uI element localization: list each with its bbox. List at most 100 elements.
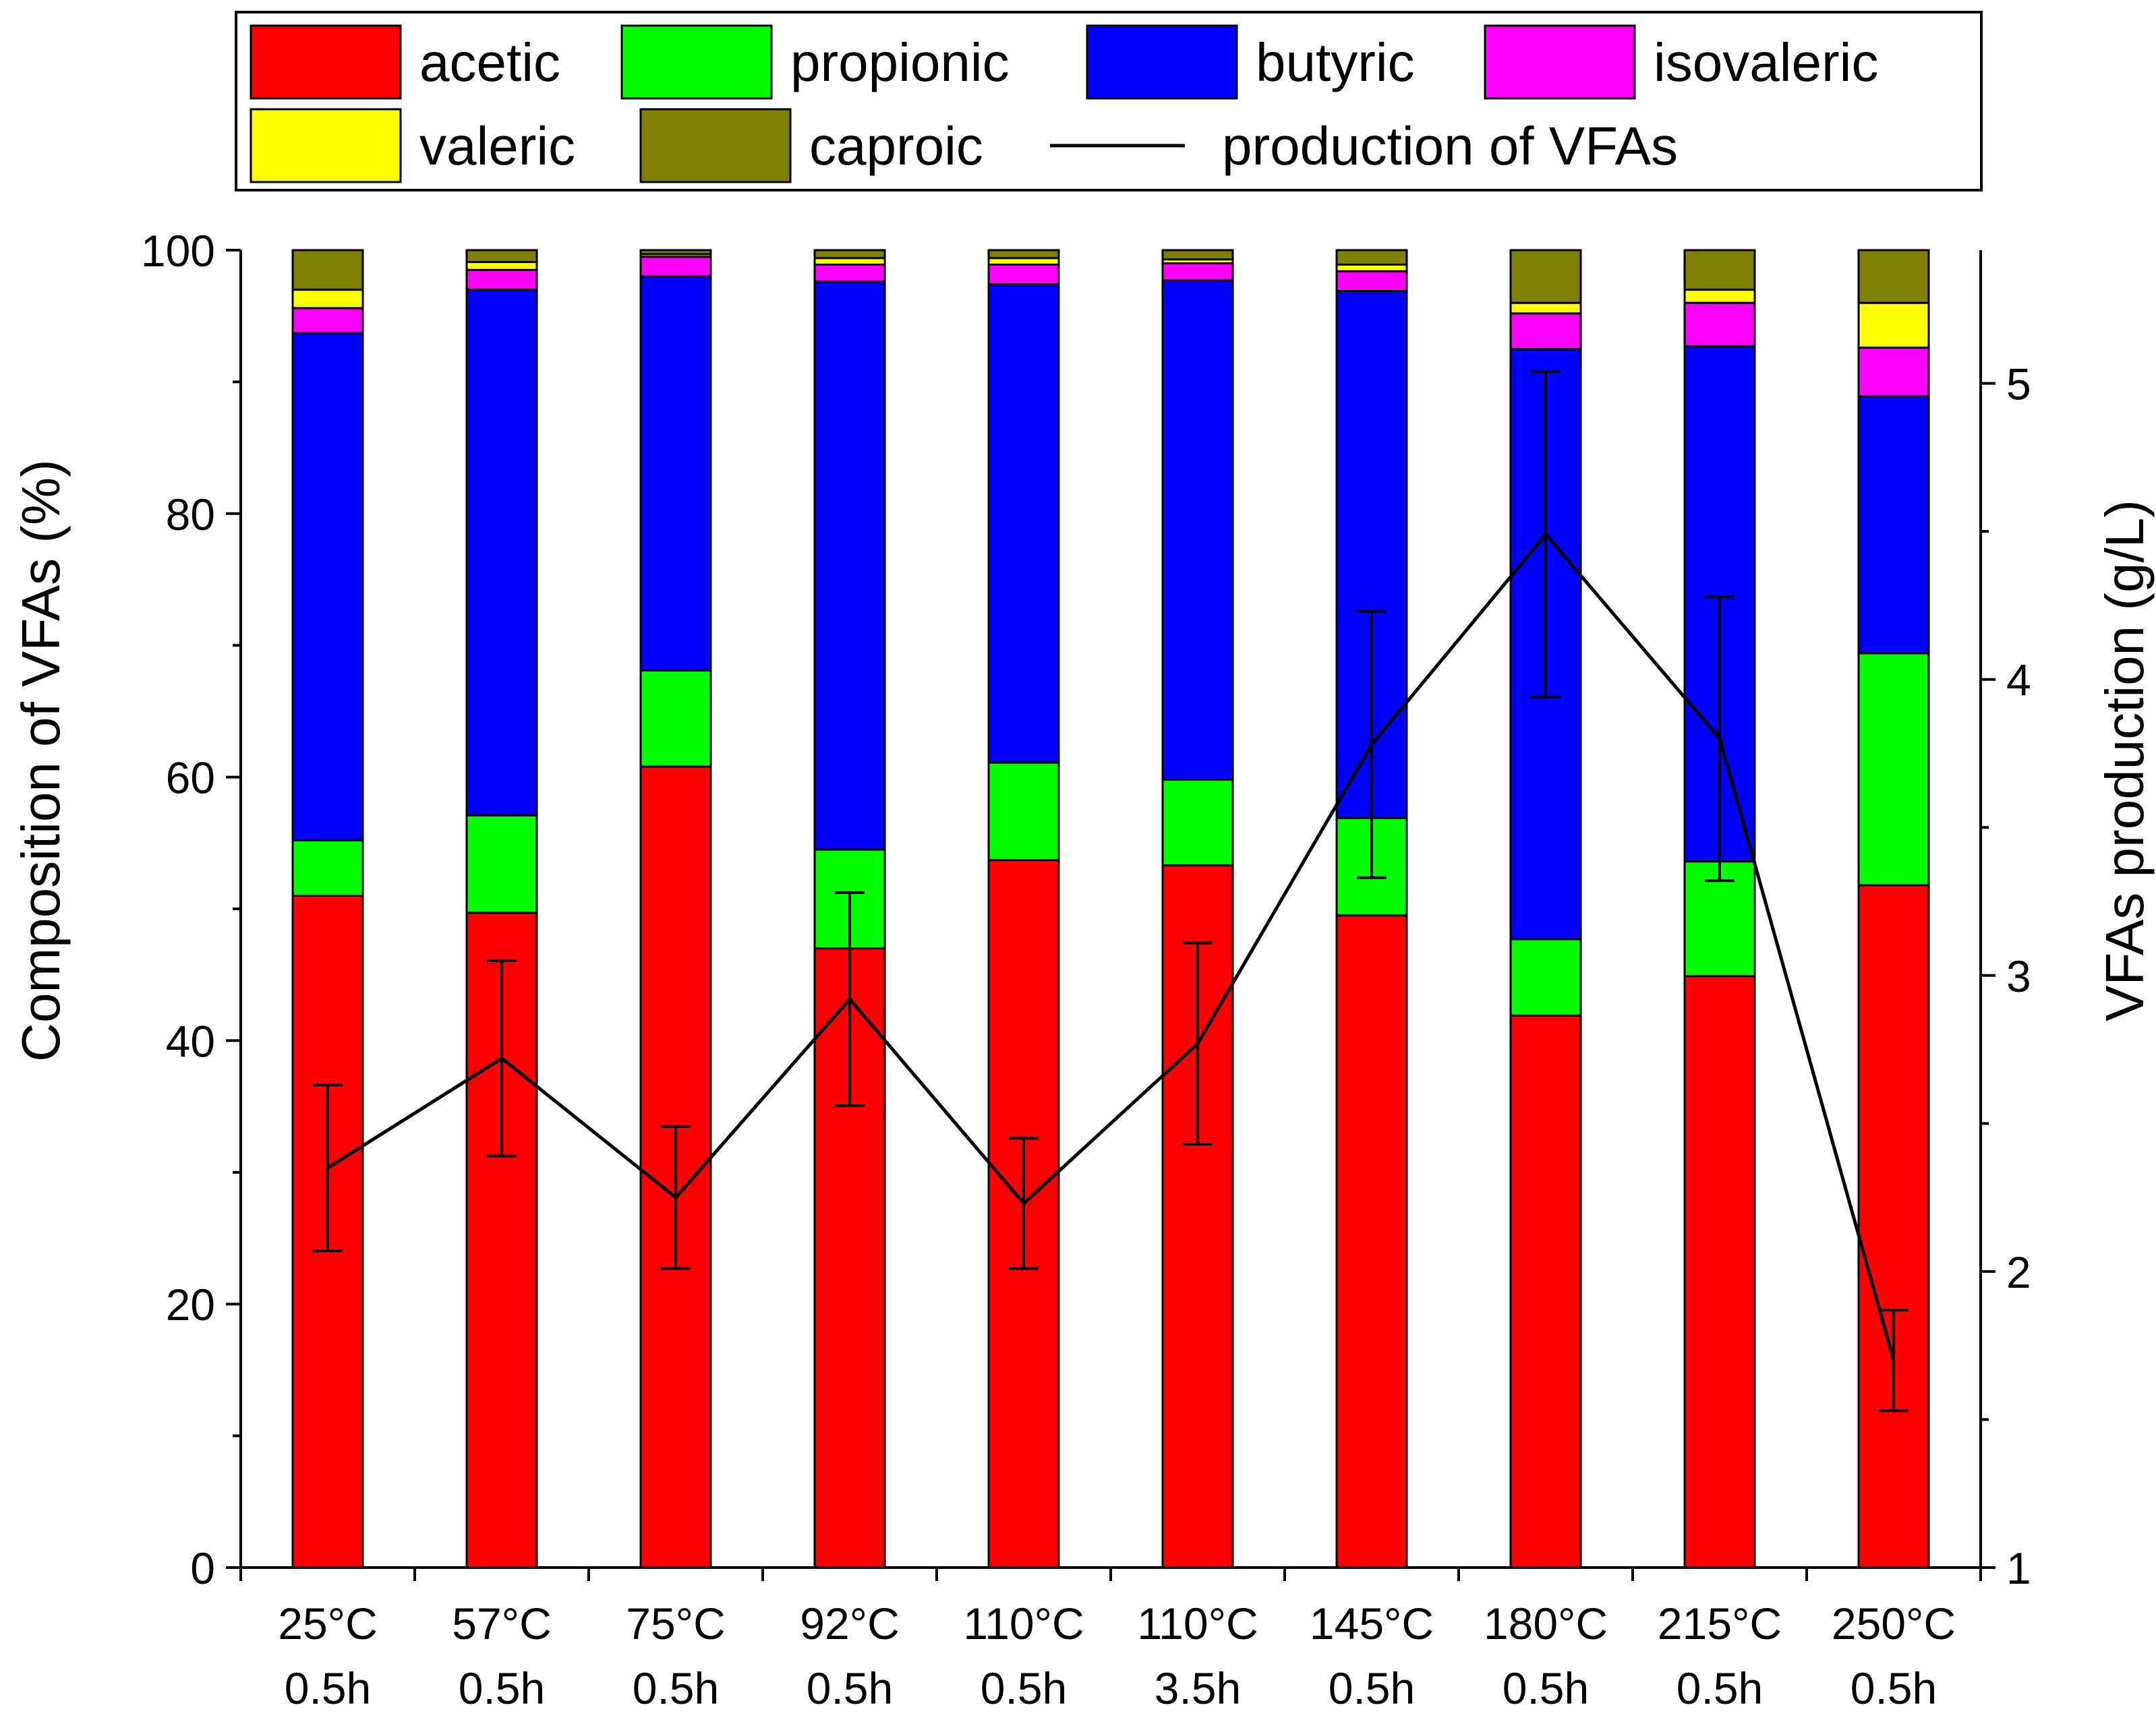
bar-caproic-2 bbox=[639, 249, 712, 256]
error-bar-3 bbox=[835, 891, 865, 1108]
legend-label-acetic: acetic bbox=[419, 32, 560, 92]
error-bar-6 bbox=[1357, 609, 1387, 879]
legend: acetic propionic butyric isovaleric valeric c… bbox=[235, 11, 1983, 191]
bar-isovaleric-5 bbox=[1161, 262, 1234, 282]
stacked-bars bbox=[291, 249, 1930, 1569]
x-tick-label-temp: 25°C bbox=[278, 1599, 377, 1648]
legend-item-caproic: caproic bbox=[639, 108, 983, 183]
bar-isovaleric-7 bbox=[1509, 312, 1582, 351]
bar-isovaleric-1 bbox=[465, 268, 538, 291]
bar-caproic-6 bbox=[1335, 249, 1408, 266]
y-tick-label: 0 bbox=[190, 1543, 215, 1593]
bar-caproic-1 bbox=[465, 249, 538, 264]
x-tick-label-temp: 110°C bbox=[963, 1599, 1084, 1648]
bar-isovaleric-6 bbox=[1335, 270, 1408, 293]
bar-isovaleric-3 bbox=[813, 263, 886, 283]
bar-valeric-0 bbox=[291, 289, 364, 309]
bar-caproic-8 bbox=[1683, 249, 1756, 291]
x-tick-label-time: 0.5h bbox=[459, 1663, 545, 1713]
error-bar-9 bbox=[1879, 1308, 1909, 1412]
legend-label-isovaleric: isovaleric bbox=[1654, 32, 1878, 92]
y-tick-label: 40 bbox=[166, 1016, 215, 1066]
bar-isovaleric-0 bbox=[291, 307, 364, 334]
bar-caproic-0 bbox=[291, 249, 364, 291]
bar-acetic-8 bbox=[1683, 975, 1756, 1569]
x-tick-label-temp: 75°C bbox=[626, 1599, 725, 1648]
x-tick-label-time: 3.5h bbox=[1155, 1663, 1241, 1713]
x-tick-label-temp: 215°C bbox=[1658, 1599, 1782, 1648]
bar-butyric-4 bbox=[987, 283, 1060, 764]
legend-swatch-propionic bbox=[620, 24, 773, 100]
bar-valeric-9 bbox=[1857, 301, 1930, 349]
bar-caproic-7 bbox=[1509, 249, 1582, 304]
x-tick-label-time: 0.5h bbox=[633, 1663, 719, 1713]
y2-tick-label: 5 bbox=[2006, 359, 2031, 409]
bar-propionic-1 bbox=[465, 814, 538, 914]
error-bar-4 bbox=[1009, 1137, 1039, 1270]
x-tick-label-time: 0.5h bbox=[1503, 1663, 1589, 1713]
legend-label-valeric: valeric bbox=[419, 116, 575, 176]
legend-swatch-butyric bbox=[1086, 24, 1238, 100]
bar-acetic-6 bbox=[1335, 914, 1408, 1569]
y2-tick-label: 2 bbox=[2006, 1247, 2031, 1297]
bar-acetic-7 bbox=[1509, 1014, 1582, 1569]
bar-isovaleric-4 bbox=[987, 263, 1060, 286]
bar-acetic-9 bbox=[1857, 884, 1930, 1569]
bar-caproic-5 bbox=[1161, 249, 1234, 261]
x-tick-label-time: 0.5h bbox=[1677, 1663, 1763, 1713]
legend-item-production: production of VFAs bbox=[1050, 116, 1678, 176]
bar-isovaleric-9 bbox=[1857, 347, 1930, 398]
x-tick-label-time: 0.5h bbox=[981, 1663, 1067, 1713]
bar-acetic-0 bbox=[291, 894, 364, 1569]
bar-butyric-5 bbox=[1161, 279, 1234, 781]
x-tick-label-temp: 145°C bbox=[1310, 1599, 1434, 1648]
bar-isovaleric-8 bbox=[1683, 301, 1756, 348]
legend-item-isovaleric: isovaleric bbox=[1484, 24, 1878, 100]
error-bar-7 bbox=[1531, 370, 1561, 699]
legend-label-propionic: propionic bbox=[790, 32, 1010, 92]
y-axis-label: Composition of VFAs (%) bbox=[11, 459, 71, 1062]
x-tick-label-temp: 92°C bbox=[800, 1599, 899, 1648]
bar-butyric-3 bbox=[813, 280, 886, 851]
error-bar-1 bbox=[487, 959, 517, 1158]
bar-butyric-2 bbox=[639, 275, 712, 672]
y2-tick-label: 4 bbox=[2006, 655, 2031, 705]
x-tick-label-time: 0.5h bbox=[285, 1663, 371, 1713]
bar-propionic-7 bbox=[1509, 938, 1582, 1017]
production-line-path bbox=[326, 531, 1896, 1361]
legend-swatch-isovaleric bbox=[1484, 24, 1636, 100]
bar-propionic-0 bbox=[291, 839, 364, 897]
error-bar-0 bbox=[313, 1083, 343, 1253]
y2-axis-label: VFAs production (g/L) bbox=[2095, 500, 2155, 1021]
legend-swatch-caproic bbox=[639, 108, 792, 183]
legend-label-caproic: caproic bbox=[809, 116, 983, 176]
y-tick-label: 80 bbox=[166, 489, 215, 539]
y-tick-label: 20 bbox=[166, 1280, 215, 1330]
legend-item-valeric: valeric bbox=[250, 108, 575, 183]
bar-caproic-9 bbox=[1857, 249, 1930, 304]
bar-valeric-7 bbox=[1509, 301, 1582, 315]
y2-tick-label: 3 bbox=[2006, 951, 2031, 1001]
bar-caproic-3 bbox=[813, 249, 886, 260]
axes: 0 20 40 60 80 100 1 2 3 4 5 25°C 0.5h 57°C 0.5h 75°C 0.5… bbox=[141, 226, 2031, 1713]
x-tick-label-time: 0.5h bbox=[807, 1663, 893, 1713]
y2-tick-label: 1 bbox=[2006, 1543, 2031, 1593]
y-tick-label: 60 bbox=[166, 753, 215, 803]
x-tick-label-temp: 57°C bbox=[452, 1599, 551, 1648]
x-tick-label-time: 0.5h bbox=[1329, 1663, 1415, 1713]
legend-label-production: production of VFAs bbox=[1222, 116, 1678, 176]
bar-propionic-4 bbox=[987, 761, 1060, 862]
error-bar-2 bbox=[661, 1125, 691, 1270]
bar-butyric-9 bbox=[1857, 395, 1930, 655]
bar-isovaleric-2 bbox=[639, 256, 712, 278]
bar-butyric-0 bbox=[291, 332, 364, 841]
error-bar-8 bbox=[1705, 595, 1735, 883]
bar-valeric-1 bbox=[465, 261, 538, 271]
x-tick-label-temp: 250°C bbox=[1832, 1599, 1956, 1648]
bar-propionic-5 bbox=[1161, 779, 1234, 867]
bar-valeric-8 bbox=[1683, 289, 1756, 304]
legend-swatch-valeric bbox=[250, 108, 402, 183]
y-tick-label: 100 bbox=[141, 226, 215, 276]
bar-butyric-1 bbox=[465, 289, 538, 816]
